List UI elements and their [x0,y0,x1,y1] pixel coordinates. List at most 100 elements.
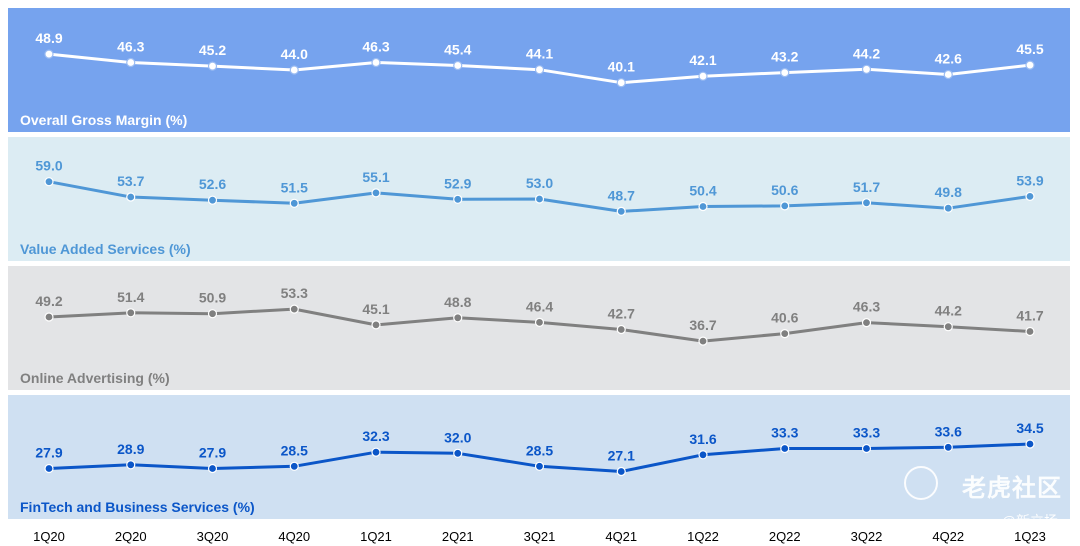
data-label-overall-gross-margin-1q22: 42.1 [689,52,716,68]
data-label-fintech-and-business-services-4q20: 28.5 [281,442,308,458]
data-label-fintech-and-business-services-2q22: 33.3 [771,425,798,441]
x-tick-label-3q20: 3Q20 [197,529,229,544]
watermark-handle: @新立场 [1001,513,1058,529]
data-label-overall-gross-margin-4q20: 44.0 [281,46,308,62]
data-label-overall-gross-margin-1q20: 48.9 [35,30,62,46]
panel-online-advertising: Online Advertising (%) [8,266,1070,390]
data-point-value-added-services-1q22 [698,201,708,212]
data-label-overall-gross-margin-2q21: 45.4 [444,42,471,58]
data-label-value-added-services-1q21: 55.1 [362,169,389,185]
watermark-brand: 老虎社区 [962,475,1062,502]
data-label-overall-gross-margin-2q20: 46.3 [117,39,144,55]
data-point-fintech-and-business-services-4q22 [943,442,953,452]
data-point-online-advertising-1q20 [44,312,54,322]
data-label-online-advertising-1q22: 36.7 [689,317,716,333]
data-label-online-advertising-4q21: 42.7 [608,306,635,322]
data-point-fintech-and-business-services-1q23 [1025,439,1035,449]
data-point-value-added-services-4q20 [289,198,299,208]
data-point-overall-gross-margin-3q20 [207,61,218,71]
data-point-fintech-and-business-services-1q20 [44,463,54,474]
data-label-overall-gross-margin-3q21: 44.1 [526,46,553,62]
data-point-online-advertising-3q22 [861,318,872,328]
data-label-value-added-services-2q22: 50.6 [771,182,798,198]
data-point-value-added-services-3q22 [861,198,872,208]
x-tick-label-4q21: 4Q21 [605,529,637,544]
data-point-overall-gross-margin-2q21 [453,60,463,71]
data-label-online-advertising-2q21: 48.8 [444,294,471,310]
data-point-fintech-and-business-services-4q21 [616,466,626,477]
data-label-value-added-services-4q20: 51.5 [281,179,308,195]
data-label-value-added-services-4q21: 48.7 [608,187,635,203]
data-label-value-added-services-4q22: 49.8 [935,184,962,200]
data-point-value-added-services-2q22 [780,201,790,211]
data-label-fintech-and-business-services-4q21: 27.1 [608,448,635,464]
data-label-fintech-and-business-services-1q20: 27.9 [35,445,62,461]
data-label-online-advertising-2q22: 40.6 [771,310,798,326]
data-label-overall-gross-margin-1q23: 45.5 [1016,41,1043,57]
data-label-online-advertising-1q23: 41.7 [1016,308,1043,324]
data-label-value-added-services-1q20: 59.0 [35,158,62,174]
x-tick-label-2q21: 2Q21 [442,529,474,544]
data-label-overall-gross-margin-3q22: 44.2 [853,45,880,61]
data-label-online-advertising-1q21: 45.1 [362,301,389,317]
data-point-value-added-services-2q20 [126,192,136,202]
data-point-overall-gross-margin-4q22 [943,69,953,80]
data-point-overall-gross-margin-3q22 [861,64,872,74]
data-point-fintech-and-business-services-3q21 [534,461,545,471]
data-point-value-added-services-3q21 [534,194,545,204]
data-point-overall-gross-margin-2q20 [126,57,136,68]
data-point-online-advertising-4q21 [616,324,626,335]
data-label-online-advertising-4q22: 44.2 [935,303,962,319]
data-point-overall-gross-margin-1q21 [371,57,381,68]
data-point-online-advertising-1q21 [371,320,381,330]
data-point-online-advertising-2q21 [453,313,463,323]
data-label-fintech-and-business-services-3q22: 33.3 [853,425,880,441]
data-point-value-added-services-1q21 [371,188,381,198]
x-tick-label-1q20: 1Q20 [33,529,65,544]
data-label-fintech-and-business-services-1q22: 31.6 [689,431,716,447]
data-label-fintech-and-business-services-1q21: 32.3 [362,428,389,444]
data-label-online-advertising-3q21: 46.4 [526,298,553,314]
data-label-overall-gross-margin-4q21: 40.1 [608,59,635,75]
data-label-online-advertising-2q20: 51.4 [117,289,144,305]
data-point-online-advertising-3q20 [207,309,218,319]
data-label-overall-gross-margin-3q20: 45.2 [199,42,226,58]
x-tick-label-1q23: 1Q23 [1014,529,1046,544]
data-label-value-added-services-2q21: 52.9 [444,175,471,191]
data-point-overall-gross-margin-1q23 [1025,60,1035,70]
data-point-value-added-services-4q22 [943,203,953,213]
x-tick-label-1q21: 1Q21 [360,529,392,544]
data-label-value-added-services-3q21: 53.0 [526,175,553,191]
x-tick-label-4q22: 4Q22 [932,529,964,544]
data-point-fintech-and-business-services-1q21 [371,447,381,457]
data-label-fintech-and-business-services-3q20: 27.9 [199,445,226,461]
x-tick-label-2q22: 2Q22 [769,529,801,544]
data-point-online-advertising-1q22 [698,336,708,346]
data-point-fintech-and-business-services-4q20 [289,461,299,471]
data-point-value-added-services-2q21 [453,194,463,204]
data-label-value-added-services-3q20: 52.6 [199,176,226,192]
x-tick-label-1q22: 1Q22 [687,529,719,544]
data-label-online-advertising-4q20: 53.3 [281,285,308,301]
data-label-fintech-and-business-services-2q20: 28.9 [117,441,144,457]
data-label-value-added-services-1q22: 50.4 [689,183,716,199]
data-point-value-added-services-1q23 [1025,191,1035,201]
data-label-value-added-services-1q23: 53.9 [1016,172,1043,188]
data-point-overall-gross-margin-1q20 [44,49,54,59]
data-point-overall-gross-margin-4q20 [289,65,299,75]
data-point-value-added-services-4q21 [616,206,626,216]
panel-fintech-business-services: FinTech and Business Services (%) [8,395,1070,519]
x-tick-label-2q20: 2Q20 [115,529,147,544]
data-label-overall-gross-margin-2q22: 43.2 [771,49,798,65]
data-point-overall-gross-margin-4q21 [616,78,626,88]
panel-title-value-added-services: Value Added Services (%) [20,241,191,257]
data-point-online-advertising-1q23 [1025,326,1035,337]
data-point-fintech-and-business-services-2q21 [453,448,463,458]
data-point-value-added-services-1q20 [44,177,54,187]
data-label-online-advertising-1q20: 49.2 [35,293,62,309]
data-label-overall-gross-margin-1q21: 46.3 [362,39,389,55]
data-point-value-added-services-3q20 [207,195,218,205]
panel-title-overall-gross-margin: Overall Gross Margin (%) [20,112,188,128]
x-tick-label-3q22: 3Q22 [851,529,883,544]
